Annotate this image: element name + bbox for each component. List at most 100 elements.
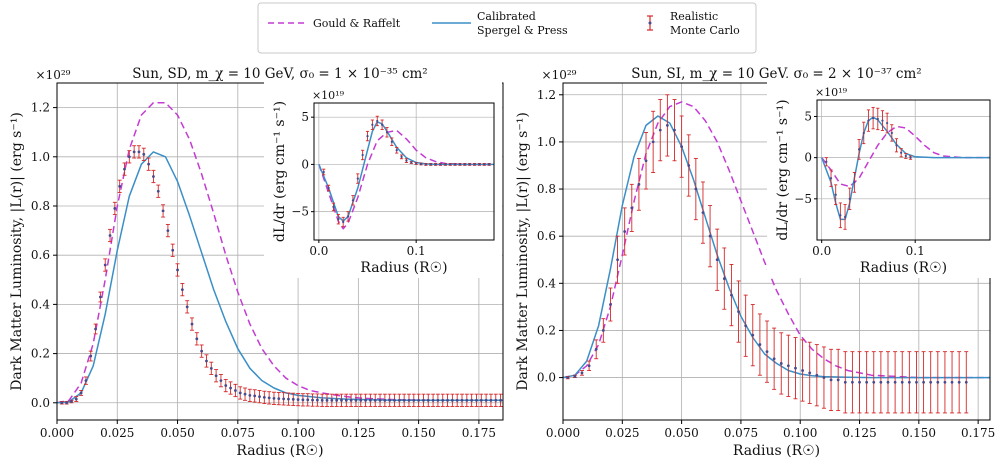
right-inset: 0.0 0.1 −5 0 5×10¹⁹ Radius (R☉) dL/dr (erg cm⁻… xyxy=(767,78,995,278)
left-montecarlo-point xyxy=(103,263,107,267)
left-montecarlo-point xyxy=(127,155,131,159)
left-montecarlo-point xyxy=(320,398,324,402)
left-inset-montecarlo-point xyxy=(429,163,432,166)
left-montecarlo-point xyxy=(354,398,358,402)
left-montecarlo-point xyxy=(113,207,117,210)
left-montecarlo-point xyxy=(364,398,367,402)
right-inset-montecarlo-point xyxy=(886,121,889,125)
right-montecarlo-point xyxy=(836,378,840,382)
left-xlabel: Radius (R☉) xyxy=(236,443,323,459)
right-inset-xlabel: Radius (R☉) xyxy=(860,260,947,276)
right-inset-montecarlo-point xyxy=(871,116,875,120)
right-montecarlo-point xyxy=(779,362,783,365)
left-inset-montecarlo-point xyxy=(483,163,486,166)
left-montecarlo-point xyxy=(248,394,252,397)
left-montecarlo-point xyxy=(262,395,266,399)
right-inset-background xyxy=(767,78,995,278)
right-inset-montecarlo-point xyxy=(825,160,828,163)
right-ylabel: Dark Matter Luminosity, |L(r)| (erg s⁻¹) xyxy=(515,112,531,391)
left-montecarlo-point xyxy=(147,162,151,166)
right-montecarlo-point xyxy=(623,230,627,233)
right-inset-plot-area xyxy=(820,106,990,230)
right-montecarlo-point xyxy=(680,145,684,149)
right-montecarlo-point xyxy=(957,380,961,384)
right-montecarlo-point xyxy=(687,164,691,167)
left-xtick-label: 0.150 xyxy=(401,426,435,440)
left-montecarlo-point xyxy=(108,234,112,237)
left-y-multiplier: ×10²⁹ xyxy=(36,68,71,82)
left-inset-frame xyxy=(313,102,495,241)
left-montecarlo-point xyxy=(325,398,329,402)
left-inset-montecarlo-point xyxy=(434,163,437,166)
right-montecarlo-point xyxy=(630,206,634,210)
right-montecarlo-point xyxy=(566,376,570,379)
right-montecarlo-point xyxy=(609,303,612,306)
right-montecarlo-point xyxy=(651,140,655,144)
right-montecarlo-point xyxy=(665,124,669,127)
left-montecarlo-point xyxy=(489,398,493,402)
left-inset-montecarlo-point xyxy=(424,163,428,166)
left-inset-montecarlo-point xyxy=(449,163,452,166)
left-montecarlo-point xyxy=(383,398,387,402)
left-montecarlo-point xyxy=(156,189,160,193)
left-montecarlo-point xyxy=(180,288,184,292)
left-inset-montecarlo-point xyxy=(410,161,413,164)
right-y-multiplier: ×10²⁹ xyxy=(542,68,577,82)
left-montecarlo-point xyxy=(407,398,411,402)
left-inset-xtick-label: 0.0 xyxy=(309,244,328,258)
left-montecarlo-point xyxy=(84,379,88,383)
left-montecarlo-point xyxy=(330,398,334,402)
left-montecarlo-point xyxy=(475,398,478,402)
right-montecarlo-point xyxy=(964,380,968,384)
left-montecarlo-point xyxy=(176,268,179,272)
left-ytick-label: 0.8 xyxy=(31,199,50,213)
right-montecarlo-point xyxy=(715,258,719,262)
left-xtick-label: 0.025 xyxy=(100,426,134,440)
left-montecarlo-point xyxy=(277,397,281,400)
left-montecarlo-point xyxy=(161,209,165,213)
right-inset-montecarlo-point xyxy=(881,119,884,122)
left-montecarlo-point xyxy=(70,400,73,403)
right-xtick-label: 0.175 xyxy=(961,426,995,440)
left-montecarlo-point xyxy=(426,398,430,402)
right-inset-montecarlo-point xyxy=(857,148,861,151)
legend-montecarlo-label: Realistic Monte Carlo xyxy=(670,10,740,37)
right-xtick-label: 0.000 xyxy=(546,426,580,440)
left-inset-xlabel: Radius (R☉) xyxy=(360,260,447,276)
left-ytick-label: 0.6 xyxy=(31,248,50,262)
left-montecarlo-point xyxy=(195,337,199,341)
right-inset-montecarlo-point xyxy=(890,131,893,135)
left-montecarlo-point xyxy=(446,398,449,402)
left-inset-montecarlo-point xyxy=(332,205,335,209)
left-inset-montecarlo-point xyxy=(356,177,359,180)
right-montecarlo-point xyxy=(900,380,904,384)
left-montecarlo-point xyxy=(315,398,319,402)
right-montecarlo-point xyxy=(637,182,641,186)
left-ytick-label: 0.0 xyxy=(31,396,50,410)
right-montecarlo-point xyxy=(943,380,947,384)
right-montecarlo-point xyxy=(601,329,605,332)
right-inset-montecarlo-point xyxy=(876,117,879,121)
left-inset-montecarlo-point xyxy=(371,123,374,126)
left-montecarlo-point xyxy=(267,396,271,400)
left-montecarlo-point xyxy=(441,398,445,402)
legend-spergel-label: Calibrated Spergel & Press xyxy=(477,10,568,37)
left-montecarlo-point xyxy=(74,397,78,401)
left-xtick-label: 0.125 xyxy=(341,426,375,440)
legend-montecarlo-marker xyxy=(648,21,652,25)
left-montecarlo-point xyxy=(369,398,372,402)
right-montecarlo-point xyxy=(915,380,918,384)
left-montecarlo-point xyxy=(349,398,353,402)
right-montecarlo-point xyxy=(616,258,619,262)
right-montecarlo-series xyxy=(565,94,969,414)
left-inset-montecarlo-point xyxy=(405,159,408,162)
right-montecarlo-point xyxy=(936,380,940,384)
right-xtick-label: 0.150 xyxy=(902,426,936,440)
left-inset-montecarlo-point xyxy=(488,163,491,166)
right-inset-montecarlo-point xyxy=(848,197,851,200)
left-montecarlo-point xyxy=(166,229,170,232)
right-inset-ytick-label: 0 xyxy=(804,151,812,165)
right-montecarlo-point xyxy=(744,324,748,328)
left-montecarlo-point xyxy=(465,398,469,402)
left-inset-montecarlo-point xyxy=(322,170,325,174)
